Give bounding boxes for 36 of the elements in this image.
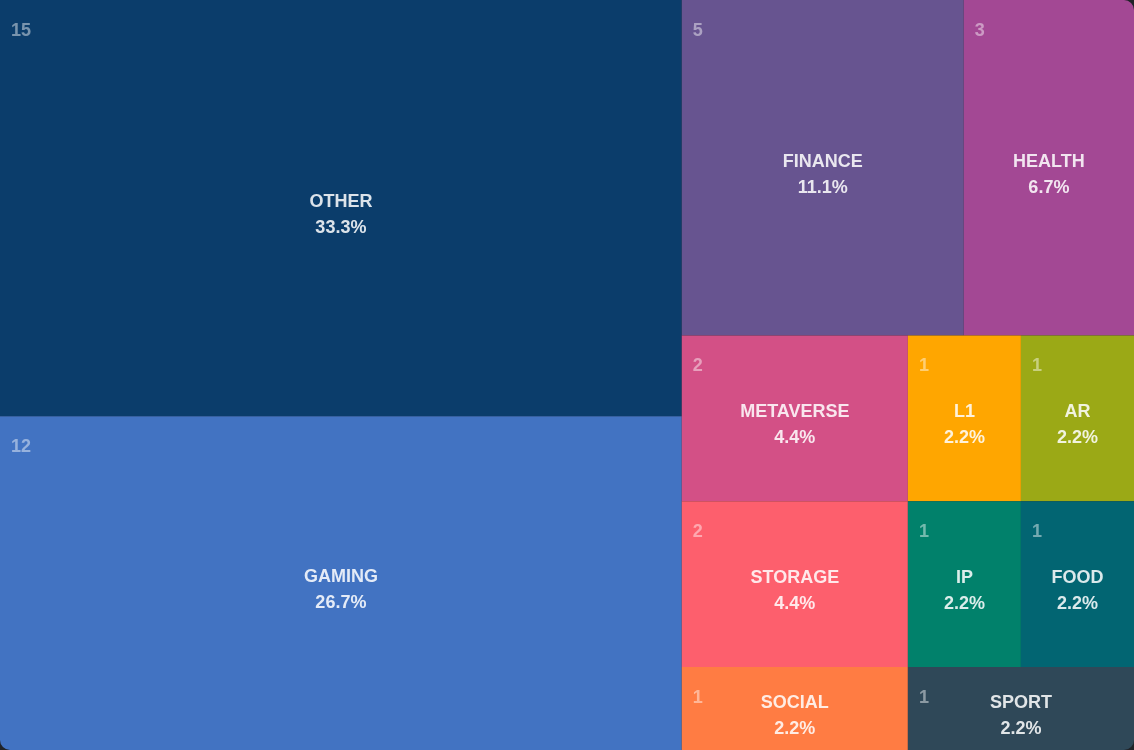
- category-label: OTHER: [309, 191, 373, 212]
- category-label: FOOD: [1051, 567, 1104, 588]
- data-label: 2.2%: [943, 427, 985, 448]
- text: 1: [918, 521, 929, 542]
- data-label: 11.1%: [797, 176, 848, 197]
- text: 2: [692, 355, 703, 376]
- category-label: GAMING: [303, 566, 378, 587]
- text: 12: [11, 436, 32, 457]
- category-label: SPORT: [989, 691, 1052, 712]
- data-label: 33.3%: [315, 217, 367, 238]
- category-label: AR: [1064, 401, 1091, 422]
- category-label: L1: [953, 401, 975, 422]
- text: 3: [974, 20, 985, 40]
- text: 1: [918, 687, 929, 708]
- category-label: STORAGE: [750, 567, 840, 588]
- text: 1: [1031, 521, 1042, 542]
- category-label: IP: [955, 567, 973, 588]
- data-label: 26.7%: [315, 592, 367, 613]
- category-label: METAVERSE: [740, 401, 850, 422]
- text: 5: [692, 20, 703, 40]
- data-label: 2.2%: [1056, 427, 1098, 448]
- data-label: 2.2%: [943, 593, 985, 614]
- category-label: SOCIAL: [760, 691, 829, 712]
- data-label: 2.2%: [1000, 717, 1042, 738]
- text: 1: [918, 355, 929, 376]
- data-label: 2.2%: [774, 717, 816, 738]
- text: 1: [692, 687, 703, 708]
- category-label: HEALTH: [1013, 150, 1085, 171]
- data-label: 4.4%: [774, 593, 816, 614]
- data-label: 6.7%: [1028, 176, 1070, 197]
- text: 15: [11, 20, 32, 40]
- text: 1: [1031, 355, 1042, 376]
- data-label: 4.4%: [774, 427, 816, 448]
- data-label: 2.2%: [1056, 593, 1098, 614]
- category-label: FINANCE: [782, 150, 863, 171]
- text: 2: [692, 521, 703, 542]
